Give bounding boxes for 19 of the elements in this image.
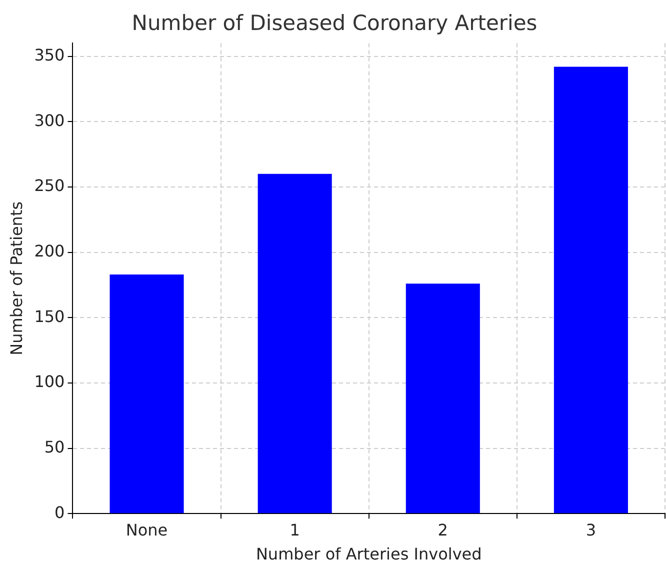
chart-title: Number of Diseased Coronary Arteries xyxy=(132,11,538,36)
y-axis-title: Number of Patients xyxy=(6,201,26,356)
bar xyxy=(110,274,184,514)
x-tick-label: None xyxy=(126,520,168,540)
y-tick-label: 0 xyxy=(54,502,65,522)
bar xyxy=(406,284,480,514)
x-tick-label: 3 xyxy=(586,520,596,540)
y-tick-label: 300 xyxy=(34,110,65,130)
x-axis-title: Number of Arteries Involved xyxy=(256,544,482,564)
bar xyxy=(554,66,628,514)
y-tick-label: 150 xyxy=(34,306,65,326)
x-tick-label: 1 xyxy=(290,520,300,540)
y-tick-label: 50 xyxy=(44,437,65,456)
y-tick-label: 350 xyxy=(34,45,65,64)
y-tick-label: 100 xyxy=(34,372,65,392)
x-tick-label: 2 xyxy=(438,520,448,540)
bar xyxy=(258,174,332,514)
y-tick-label: 250 xyxy=(34,176,65,196)
y-tick-label: 200 xyxy=(34,241,65,260)
